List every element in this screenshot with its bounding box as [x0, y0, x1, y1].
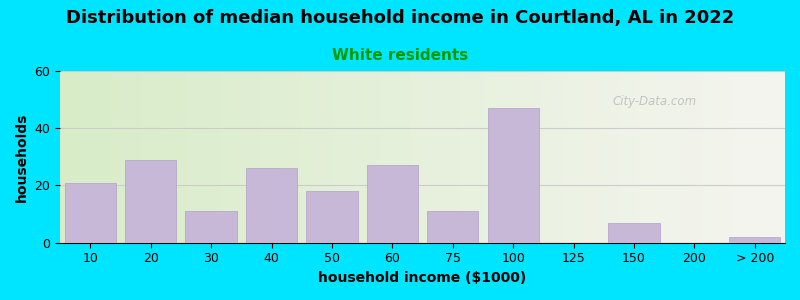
Bar [125, 160, 177, 243]
Bar [306, 191, 358, 243]
Bar [729, 237, 781, 243]
Bar [608, 223, 660, 243]
Bar [186, 211, 237, 243]
Text: White residents: White residents [332, 48, 468, 63]
Bar [487, 108, 539, 243]
Text: Distribution of median household income in Courtland, AL in 2022: Distribution of median household income … [66, 9, 734, 27]
Bar [427, 211, 478, 243]
Text: City-Data.com: City-Data.com [613, 95, 697, 108]
Y-axis label: households: households [15, 112, 29, 202]
Bar [65, 183, 116, 243]
Bar [246, 168, 298, 243]
Bar [366, 165, 418, 243]
X-axis label: household income ($1000): household income ($1000) [318, 271, 526, 285]
